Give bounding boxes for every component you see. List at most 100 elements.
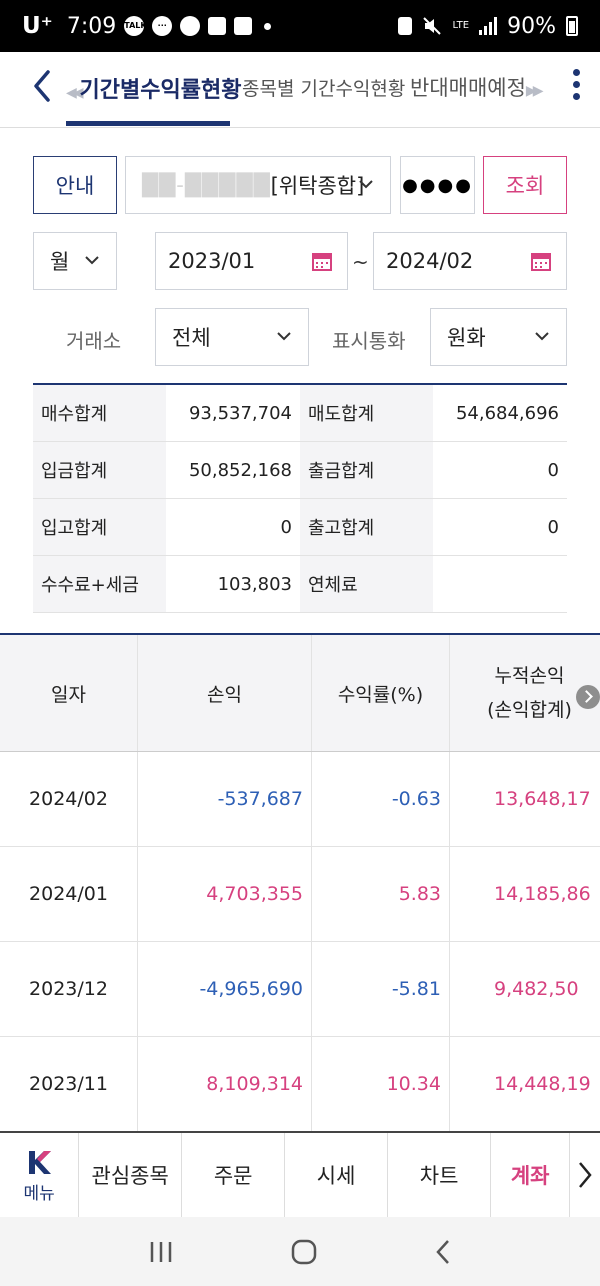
k-logo-icon bbox=[29, 1150, 52, 1174]
battery-percent: 90% bbox=[507, 13, 556, 39]
row-cumulative: 14,185,86 bbox=[450, 847, 600, 941]
nav-watchlist[interactable]: 관심종목 bbox=[79, 1133, 183, 1217]
header-pnl: 손익 bbox=[138, 635, 312, 751]
account-type: [위탁종합] bbox=[270, 174, 365, 198]
row-rate: 5.83 bbox=[312, 847, 450, 941]
tab-period-return[interactable]: ◀◀기간별수익률현황 bbox=[66, 78, 242, 103]
calendar-icon[interactable] bbox=[311, 250, 333, 272]
table-row[interactable]: 2023/12 -4,965,690 -5.81 9,482,50 bbox=[0, 942, 600, 1037]
clock: 7:09 bbox=[66, 13, 117, 39]
chevron-down-icon bbox=[535, 332, 549, 341]
chevron-down-icon bbox=[359, 180, 373, 189]
row-rate: -0.63 bbox=[312, 752, 450, 846]
summary-label: 매도합계 bbox=[300, 385, 433, 441]
period-unit-select[interactable]: 월 bbox=[33, 232, 117, 290]
summary-row: 매수합계 93,537,704 매도합계 54,684,696 bbox=[33, 385, 567, 442]
row-cumulative: 9,482,50 bbox=[450, 942, 600, 1036]
talk-icon: TALK bbox=[124, 16, 147, 36]
summary-row: 입금합계 50,852,168 출금합계 0 bbox=[33, 442, 567, 499]
exchange-select[interactable]: 전체 bbox=[155, 308, 309, 366]
end-date-field[interactable]: 2024/02 bbox=[373, 232, 567, 290]
row-cumulative: 14,448,19 bbox=[450, 1037, 600, 1131]
more-notifications-icon bbox=[264, 22, 272, 30]
row-rate: 10.34 bbox=[312, 1037, 450, 1131]
menu-label: 메뉴 bbox=[23, 1183, 55, 1204]
carrier-label: U⁺ bbox=[22, 13, 53, 39]
app-notification-icon bbox=[180, 16, 201, 36]
summary-label: 출금합계 bbox=[300, 442, 433, 498]
date-separator: ~ bbox=[352, 250, 369, 274]
summary-value: 0 bbox=[547, 516, 559, 538]
back-nav-icon[interactable] bbox=[433, 1238, 453, 1266]
nav-chart[interactable]: 차트 bbox=[388, 1133, 492, 1217]
row-date: 2023/11 bbox=[0, 1037, 138, 1131]
summary-label: 입고합계 bbox=[33, 499, 166, 555]
nav-next-button[interactable] bbox=[570, 1133, 600, 1217]
start-date-field[interactable]: 2023/01 bbox=[155, 232, 348, 290]
chevron-right-icon bbox=[579, 1162, 592, 1188]
summary-label: 연체료 bbox=[300, 556, 433, 612]
chevron-down-icon bbox=[277, 332, 291, 341]
query-button[interactable]: 조회 bbox=[483, 156, 567, 214]
table-row[interactable]: 2024/02 -537,687 -0.63 13,648,17 bbox=[0, 752, 600, 847]
nfc-icon bbox=[398, 17, 413, 35]
password-field[interactable]: ●●●● bbox=[400, 156, 475, 214]
currency-select[interactable]: 원화 bbox=[430, 308, 567, 366]
table-row[interactable]: 2024/01 4,703,355 5.83 14,185,86 bbox=[0, 847, 600, 942]
nav-order[interactable]: 주문 bbox=[182, 1133, 286, 1217]
row-pnl: -4,965,690 bbox=[138, 942, 312, 1036]
recent-apps-icon[interactable] bbox=[147, 1239, 175, 1265]
tab-stock-period-return[interactable]: 종목별 기간수익현황 bbox=[242, 78, 406, 100]
nav-account[interactable]: 계좌 bbox=[491, 1133, 571, 1217]
header-rate: 수익률(%) bbox=[312, 635, 450, 751]
summary-value bbox=[433, 556, 567, 612]
summary-label: 입금합계 bbox=[33, 442, 166, 498]
system-nav-bar bbox=[0, 1217, 600, 1286]
tab-forced-liquidation[interactable]: 반대매매예정▶▶ bbox=[410, 76, 543, 100]
row-pnl: 4,703,355 bbox=[138, 847, 312, 941]
mute-icon bbox=[423, 17, 442, 35]
row-pnl: -537,687 bbox=[138, 752, 312, 846]
summary-row: 수수료+세금 103,803 연체료 bbox=[33, 556, 567, 613]
row-date: 2024/01 bbox=[0, 847, 138, 941]
home-icon[interactable] bbox=[290, 1238, 318, 1266]
summary-table: 매수합계 93,537,704 매도합계 54,684,696 입금합계 50,… bbox=[33, 383, 567, 613]
scroll-right-icon: ▶▶ bbox=[525, 83, 543, 99]
back-icon[interactable] bbox=[28, 66, 58, 106]
summary-value: 50,852,168 bbox=[188, 459, 292, 481]
guide-button[interactable]: 안내 bbox=[33, 156, 117, 214]
calendar-icon[interactable] bbox=[530, 250, 552, 272]
currency-label: 표시통화 bbox=[332, 329, 406, 353]
scroll-left-icon: ◀◀ bbox=[66, 85, 83, 101]
summary-label: 매수합계 bbox=[33, 385, 166, 441]
period-return-table[interactable]: 일자 손익 수익률(%) 누적손익 (손익합계) 2024/02 -537,68… bbox=[0, 633, 600, 1131]
active-tab-indicator bbox=[66, 121, 230, 126]
header-date: 일자 bbox=[0, 635, 138, 751]
table-row[interactable]: 2023/11 8,109,314 10.34 14,448,19 bbox=[0, 1037, 600, 1131]
lte-icon: LTE bbox=[452, 20, 470, 31]
table-header: 일자 손익 수익률(%) 누적손익 (손익합계) bbox=[0, 635, 600, 752]
exchange-label: 거래소 bbox=[66, 329, 122, 353]
header-tabs: ◀◀기간별수익률현황 종목별 기간수익현황 반대매매예정▶▶ bbox=[0, 52, 600, 128]
menu-button[interactable]: 메뉴 bbox=[0, 1133, 80, 1217]
account-select[interactable]: ██-█████ [위탁종합] bbox=[125, 156, 391, 214]
account-number-masked: ██-█████ bbox=[142, 173, 271, 197]
row-pnl: 8,109,314 bbox=[138, 1037, 312, 1131]
scroll-right-icon[interactable] bbox=[576, 685, 600, 709]
row-rate: -5.81 bbox=[312, 942, 450, 1036]
chevron-down-icon bbox=[85, 256, 99, 265]
gallery-icon bbox=[208, 17, 227, 35]
summary-value: 0 bbox=[280, 516, 292, 538]
header-cumulative: 누적손익 (손익합계) bbox=[450, 635, 600, 751]
more-vertical-icon[interactable] bbox=[570, 66, 582, 106]
status-bar: U⁺ 7:09 TALK ··· LTE 90% bbox=[0, 0, 600, 52]
summary-value: 54,684,696 bbox=[455, 402, 559, 424]
k-app-icon bbox=[234, 17, 253, 35]
row-date: 2023/12 bbox=[0, 942, 138, 1036]
summary-value: 103,803 bbox=[217, 573, 292, 595]
battery-icon bbox=[566, 16, 578, 36]
summary-label: 출고합계 bbox=[300, 499, 433, 555]
chat-icon: ··· bbox=[152, 16, 173, 36]
summary-row: 입고합계 0 출고합계 0 bbox=[33, 499, 567, 556]
nav-quote[interactable]: 시세 bbox=[285, 1133, 389, 1217]
